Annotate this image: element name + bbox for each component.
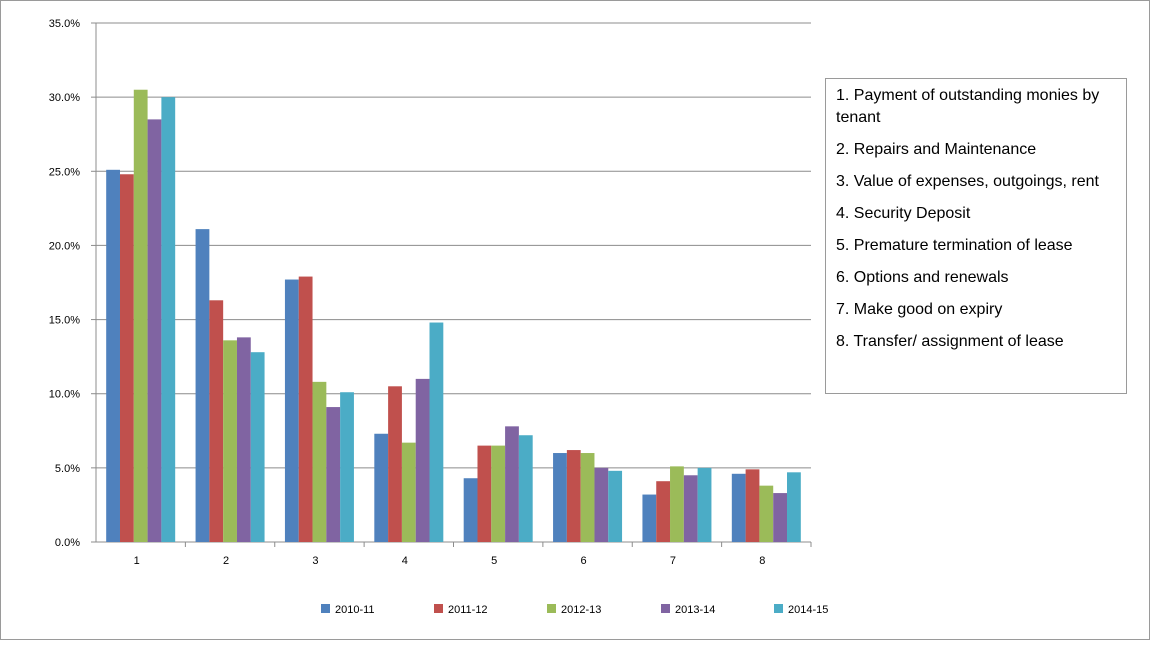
bar bbox=[284, 279, 299, 542]
bar bbox=[642, 494, 657, 542]
bar bbox=[670, 466, 684, 542]
x-tick-label: 6 bbox=[581, 555, 587, 567]
category-note-8: 8. Transfer/ assignment of lease bbox=[836, 333, 1064, 350]
bar bbox=[731, 473, 746, 542]
bar bbox=[147, 119, 162, 542]
bar bbox=[787, 472, 801, 542]
bar bbox=[106, 169, 120, 542]
legend-label: 2014-15 bbox=[788, 604, 828, 616]
bar bbox=[401, 442, 416, 542]
bar bbox=[463, 478, 478, 542]
bar bbox=[594, 467, 609, 542]
category-note-3: 3. Value of expenses, outgoings, rent bbox=[836, 173, 1099, 190]
legend-label: 2012-13 bbox=[561, 604, 601, 616]
bar bbox=[505, 426, 519, 542]
legend-swatch bbox=[774, 604, 783, 613]
y-tick-label: 15.0% bbox=[49, 315, 80, 327]
bar bbox=[388, 386, 402, 542]
y-tick-label: 25.0% bbox=[49, 166, 80, 178]
bar bbox=[209, 300, 224, 542]
bar bbox=[745, 469, 760, 542]
legend-swatch bbox=[321, 604, 330, 613]
category-note-6: 6. Options and renewals bbox=[836, 269, 1009, 286]
bar bbox=[553, 453, 567, 542]
bar bbox=[312, 381, 327, 542]
bar bbox=[697, 467, 712, 542]
y-tick-label: 10.0% bbox=[49, 389, 80, 401]
bar bbox=[119, 174, 134, 542]
legend-label: 2010-11 bbox=[335, 604, 375, 616]
legend-swatch bbox=[434, 604, 443, 613]
legend-label: 2013-14 bbox=[675, 604, 715, 616]
y-tick-label: 0.0% bbox=[55, 537, 80, 549]
category-note-4: 4. Security Deposit bbox=[836, 205, 971, 222]
bar bbox=[133, 89, 148, 542]
y-tick-label: 35.0% bbox=[49, 18, 80, 30]
bar bbox=[566, 450, 581, 542]
bar bbox=[415, 378, 430, 542]
category-note-7: 7. Make good on expiry bbox=[836, 301, 1003, 318]
y-tick-label: 20.0% bbox=[49, 240, 80, 252]
bar bbox=[608, 470, 623, 542]
legend-label: 2011-12 bbox=[448, 604, 488, 616]
bar bbox=[195, 229, 210, 543]
x-tick-label: 4 bbox=[402, 555, 408, 567]
y-tick-label: 5.0% bbox=[55, 463, 80, 475]
bar bbox=[491, 445, 506, 542]
bar bbox=[759, 485, 774, 542]
bar bbox=[683, 475, 698, 542]
bar bbox=[518, 435, 533, 542]
bar bbox=[161, 97, 176, 543]
bar bbox=[580, 453, 595, 542]
x-tick-label: 8 bbox=[759, 555, 765, 567]
x-tick-label: 2 bbox=[223, 555, 229, 567]
category-note-1: 1. Payment of outstanding monies by tena… bbox=[836, 87, 1100, 126]
bar bbox=[429, 322, 444, 542]
bar bbox=[656, 481, 671, 542]
bar bbox=[326, 407, 341, 542]
bar bbox=[223, 340, 237, 542]
y-tick-label: 30.0% bbox=[49, 92, 80, 104]
legend-swatch bbox=[547, 604, 556, 613]
bar bbox=[477, 445, 492, 542]
legend-swatch bbox=[661, 604, 670, 613]
x-tick-label: 5 bbox=[491, 555, 497, 567]
category-note-5: 5. Premature termination of lease bbox=[836, 237, 1073, 254]
category-key-box: 1. Payment of outstanding monies by tena… bbox=[825, 78, 1127, 394]
x-tick-label: 3 bbox=[312, 555, 318, 567]
bar bbox=[773, 493, 788, 542]
x-tick-label: 7 bbox=[670, 555, 676, 567]
bar bbox=[298, 276, 313, 542]
x-tick-label: 1 bbox=[134, 555, 140, 567]
bar bbox=[236, 337, 251, 542]
bar bbox=[374, 433, 389, 542]
category-note-2: 2. Repairs and Maintenance bbox=[836, 141, 1037, 158]
bar bbox=[340, 392, 354, 542]
bar bbox=[250, 352, 265, 542]
